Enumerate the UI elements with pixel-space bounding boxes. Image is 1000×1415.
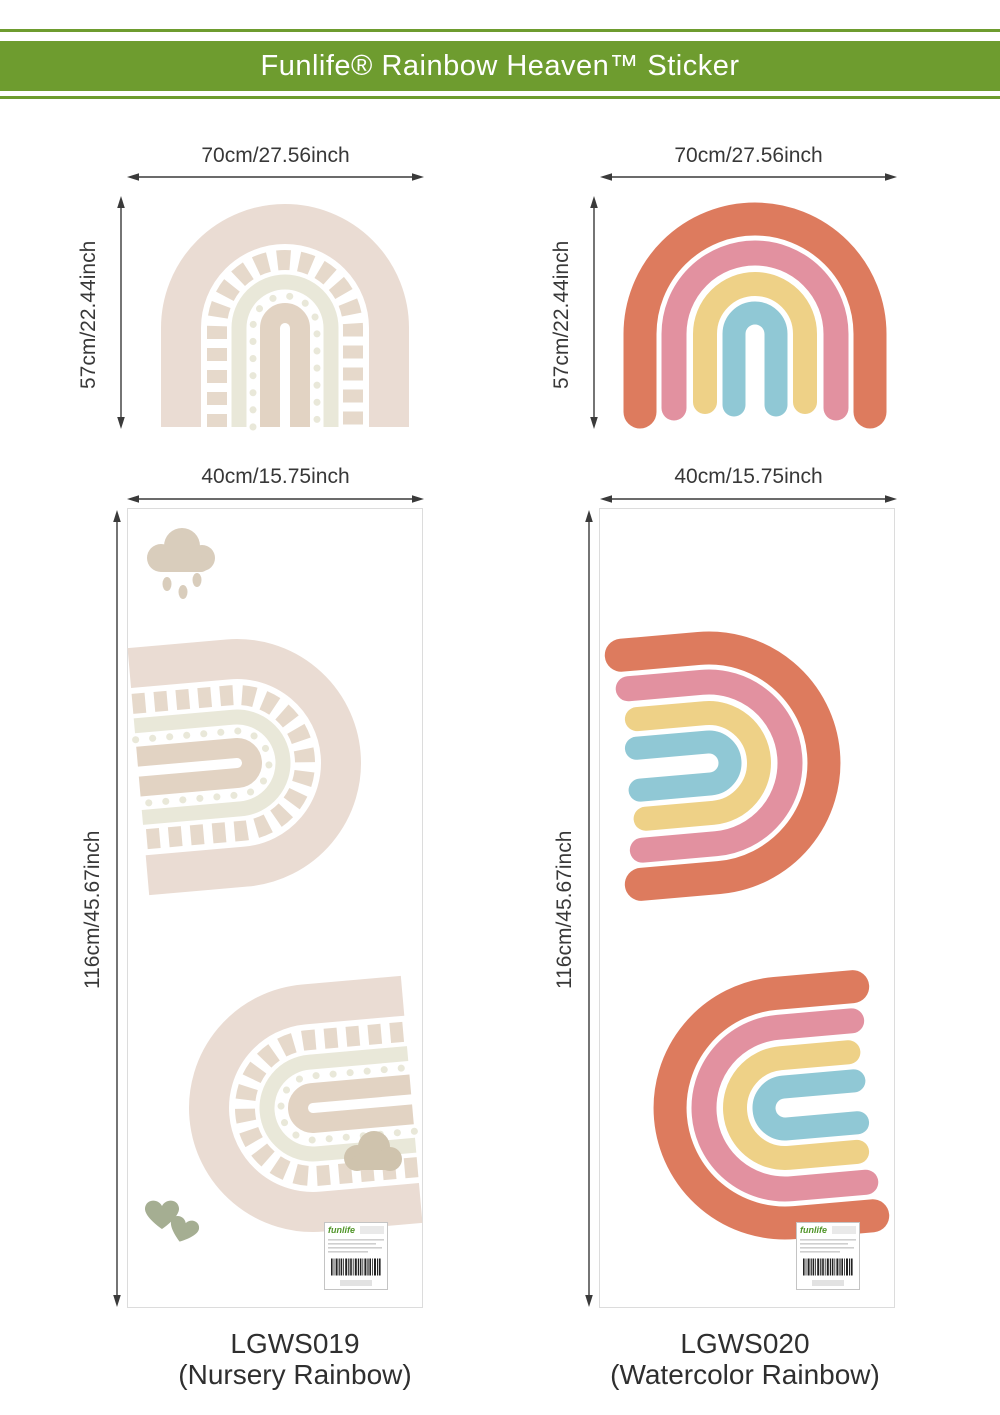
nursery-product-code: LGWS019 — [230, 1328, 360, 1359]
header-banner: Funlife® Rainbow Heaven™ Sticker — [0, 41, 1000, 91]
nursery-sheet-height-label: 116cm/45.67inch — [81, 830, 104, 990]
nursery-product-name: (Nursery Rainbow) — [178, 1359, 412, 1390]
nursery-display-height-label: 57cm/22.44inch — [77, 240, 100, 390]
page-title: Funlife® Rainbow Heaven™ Sticker — [260, 49, 740, 82]
watercolor-product-code: LGWS020 — [680, 1328, 810, 1359]
header-rule-bottom — [0, 96, 1000, 99]
nursery-sheet-width-label: 40cm/15.75inch — [201, 465, 350, 488]
watercolor-display-height-label: 57cm/22.44inch — [550, 240, 573, 390]
nursery-rainbow-image — [140, 196, 430, 431]
nursery-sheet-height-arrow — [113, 510, 121, 1307]
watercolor-sheet-image — [599, 508, 895, 1308]
watercolor-sheet-width-label: 40cm/15.75inch — [674, 465, 823, 488]
nursery-display-width-arrow — [127, 173, 424, 181]
watercolor-sheet-height-arrow — [585, 510, 593, 1307]
watercolor-product-name: (Watercolor Rainbow) — [610, 1359, 880, 1390]
nursery-sheet-image — [127, 508, 423, 1308]
watercolor-display-width-arrow — [600, 173, 897, 181]
watercolor-display-height-arrow — [590, 196, 598, 429]
watercolor-rainbow-image — [607, 198, 903, 430]
header-rule-top — [0, 29, 1000, 32]
watercolor-display-width-label: 70cm/27.56inch — [674, 144, 823, 167]
nursery-caption: LGWS019 (Nursery Rainbow) — [115, 1328, 475, 1390]
nursery-display-width-label: 70cm/27.56inch — [201, 144, 350, 167]
nursery-sheet-width-arrow — [127, 495, 424, 503]
watercolor-caption: LGWS020 (Watercolor Rainbow) — [565, 1328, 925, 1390]
watercolor-sheet-height-label: 116cm/45.67inch — [553, 830, 576, 990]
nursery-display-height-arrow — [117, 196, 125, 429]
watercolor-sheet-width-arrow — [600, 495, 897, 503]
